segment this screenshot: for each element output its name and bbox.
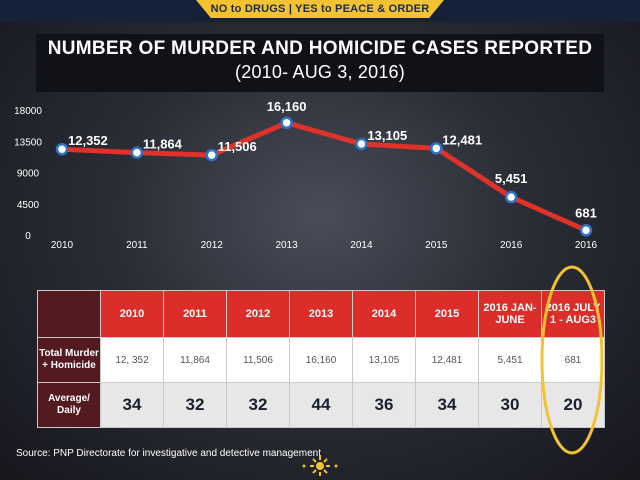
table-cell: 11,864: [163, 337, 227, 383]
x-tick-label: 2011: [126, 240, 148, 251]
table-header-cell: 2011: [163, 290, 227, 338]
table-header-cell: 2012: [226, 290, 290, 338]
y-tick-label: 0: [25, 231, 31, 242]
data-label: 5,451: [495, 171, 528, 186]
x-tick-label: 2015: [425, 240, 448, 251]
y-tick-label: 9000: [17, 169, 40, 180]
chart-title: NUMBER OF MURDER AND HOMICIDE CASES REPO…: [47, 38, 593, 59]
data-label: 11,506: [218, 139, 257, 154]
table-cell: 30: [478, 382, 542, 428]
data-point: [579, 224, 593, 237]
table-cell: 36: [352, 382, 416, 428]
y-tick-label: 13500: [14, 137, 42, 148]
highlight-ellipse: [540, 265, 604, 455]
table-header-cell: 2010: [100, 290, 164, 338]
x-tick-label: 2013: [275, 240, 298, 251]
table-row-average: Average/ Daily 34 32 32 44 36 34 30 20: [37, 382, 605, 428]
x-tick-label: 2012: [201, 240, 224, 251]
title-box: [36, 34, 604, 92]
x-tick-label: 2016: [500, 240, 523, 251]
table-cell: 20: [541, 382, 605, 428]
data-table: 2010 2011 2012 2013 2014 2015 2016 JAN-J…: [37, 290, 605, 428]
table-cell: 16,160: [289, 337, 353, 383]
table-cell: 32: [163, 382, 227, 428]
y-tick-label: 4500: [17, 200, 40, 211]
sun-emblem-icon: [302, 456, 338, 476]
line-chart: 0 4500 9000 13500 18000 2010 2011 2012 2013 2014 2…: [14, 100, 598, 251]
data-label: 12,481: [442, 132, 482, 147]
table-cell: 32: [226, 382, 290, 428]
row-label-total: Total Murder + Homicide: [37, 337, 101, 383]
y-tick-label: 18000: [14, 106, 42, 117]
table-cell: 681: [541, 337, 605, 383]
table-cell: 11,506: [226, 337, 290, 383]
data-point: [355, 137, 368, 151]
x-tick-label: 2016: [575, 240, 598, 251]
data-label: 13,105: [367, 128, 407, 143]
data-label: 681: [575, 205, 597, 220]
table-header-cell: 2013: [289, 290, 353, 338]
table-header-cell: 2016 JAN-JUNE: [478, 290, 542, 338]
data-point: [205, 148, 218, 162]
data-point: [280, 116, 293, 130]
table-cell: 12, 352: [100, 337, 164, 383]
table-corner-cell: [37, 290, 101, 338]
table-header-row: 2010 2011 2012 2013 2014 2015 2016 JAN-J…: [37, 290, 605, 338]
data-point: [55, 142, 69, 156]
data-point: [430, 142, 443, 155]
table-cell: 44: [289, 382, 353, 428]
table-cell: 34: [415, 382, 479, 428]
table-row-total: Total Murder + Homicide 12, 352 11,864 1…: [37, 337, 605, 383]
table-header-cell: 2016 JULY 1 - AUG3: [541, 290, 605, 338]
x-tick-label: 2010: [51, 240, 74, 251]
table-cell: 34: [100, 382, 164, 428]
data-point: [130, 146, 144, 159]
data-label: 12,352: [68, 133, 108, 148]
table-cell: 5,451: [478, 337, 542, 383]
table-cell: 12,481: [415, 337, 479, 383]
slogan-banner: NO to DRUGS | YES to PEACE & ORDER: [196, 0, 444, 18]
slogan-text: NO to DRUGS | YES to PEACE & ORDER: [210, 3, 430, 15]
data-label: 16,160: [267, 100, 307, 114]
x-tick-label: 2014: [350, 240, 373, 251]
chart-subtitle: (2010- AUG 3, 2016): [235, 62, 405, 82]
row-label-average: Average/ Daily: [37, 382, 101, 428]
source-note: Source: PNP Directorate for investigativ…: [16, 448, 321, 459]
data-label: 11,864: [143, 137, 183, 152]
series-line: [61, 120, 588, 233]
table-cell: 13,105: [352, 337, 416, 383]
table-header-cell: 2015: [415, 290, 479, 338]
data-point: [504, 190, 518, 204]
table-header-cell: 2014: [352, 290, 416, 338]
highlight-ellipse-shape: [540, 265, 604, 455]
